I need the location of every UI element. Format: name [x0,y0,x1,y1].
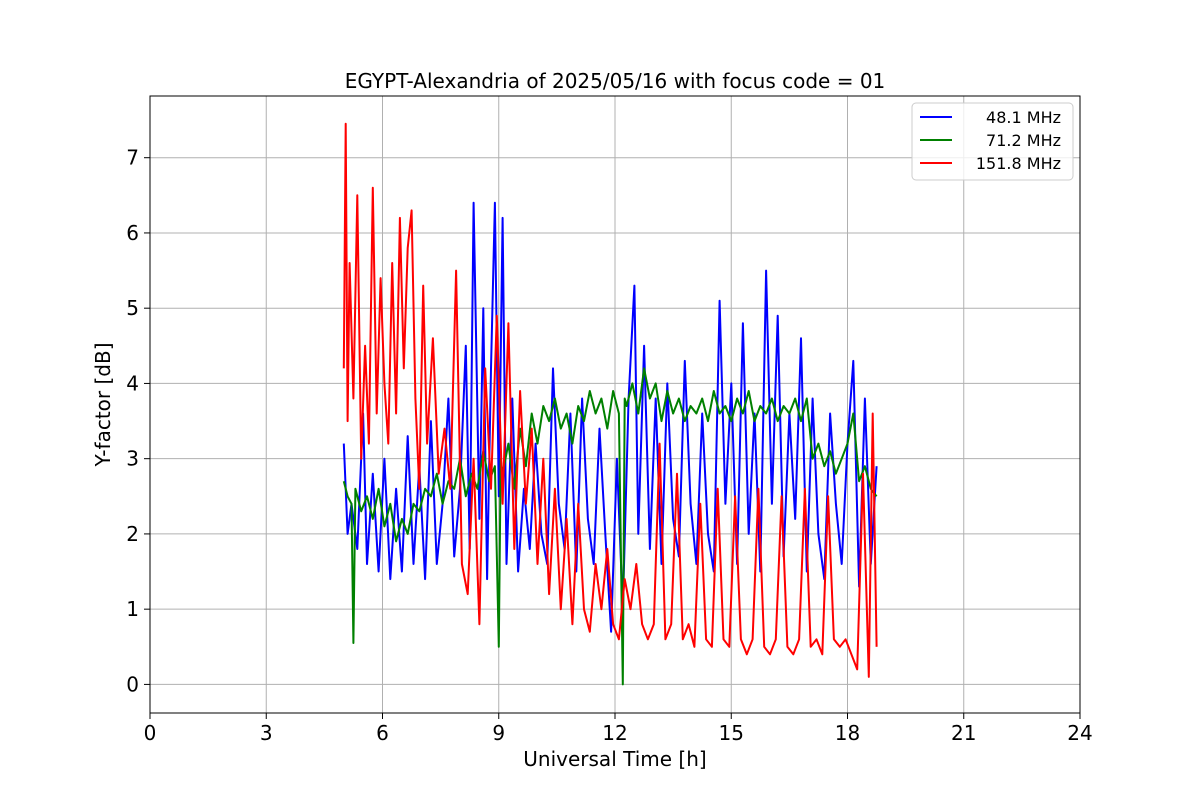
x-axis-title: Universal Time [h] [523,747,706,771]
x-tick-label: 12 [602,721,627,745]
legend-box [911,102,1074,181]
y-axis-title: Y-factor [dB] [91,342,115,467]
x-tick-label: 21 [951,721,976,745]
chart-title: EGYPT-Alexandria of 2025/05/16 with focu… [345,69,886,93]
x-tick-label: 18 [835,721,860,745]
y-tick-label: 1 [126,597,139,621]
x-tick-label: 3 [260,721,273,745]
x-tick-label: 24 [1067,721,1092,745]
y-tick-label: 6 [126,221,139,245]
y-tick-label: 2 [126,522,139,546]
series-layer [342,122,878,686]
y-tick-label: 3 [126,447,139,471]
legend-label: 151.8 MHz [976,154,1061,173]
series-line-2 [342,367,878,686]
x-tick-label: 6 [376,721,389,745]
series-line-3 [342,122,878,678]
y-tick-label: 5 [126,296,139,320]
y-tick-label: 0 [126,672,139,696]
legend-label: 48.1 MHz [986,108,1061,127]
x-tick-label: 0 [144,721,157,745]
x-tick-label: 15 [719,721,744,745]
y-tick-label: 7 [126,146,139,170]
y-tick-label: 4 [126,371,139,395]
legend-label: 71.2 MHz [986,131,1061,150]
legend: 48.1 MHz 71.2 MHz 151.8 MHz [911,102,1074,181]
x-tick-label: 9 [492,721,505,745]
